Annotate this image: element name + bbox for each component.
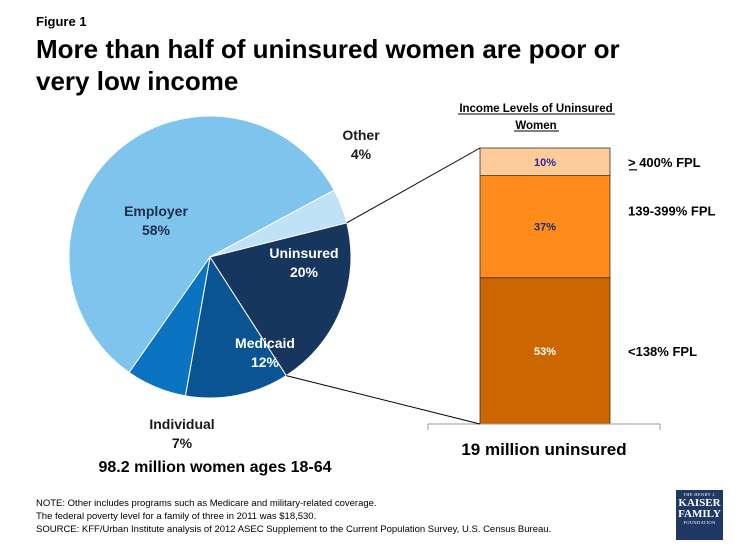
chart-title: More than half of uninsured women are po… xyxy=(36,34,620,96)
pie-value-other: 4% xyxy=(351,146,372,162)
pie-label-other: Other xyxy=(342,127,380,143)
bar-category-139-399-fpl: 139-399% FPL xyxy=(628,204,715,219)
pie-value-employer: 58% xyxy=(142,222,171,238)
pie-slice-uninsured xyxy=(209,222,352,377)
connector-line-bottom xyxy=(286,375,481,425)
bar-caption: 19 million uninsured xyxy=(461,440,626,459)
note-other: NOTE: Other includes programs such as Me… xyxy=(36,498,377,509)
pie-slice-individual xyxy=(128,256,211,397)
pie-slice-employer xyxy=(68,115,335,374)
bar-segment-400-fpl xyxy=(479,147,611,177)
pie-label-medicaid: Medicaid xyxy=(235,335,295,351)
kff-logo: THE HENRY J. KAISER FAMILY FOUNDATION xyxy=(676,490,723,540)
pie-label-uninsured: Uninsured xyxy=(269,245,338,261)
pie-value-uninsured: 20% xyxy=(290,264,319,280)
pie-caption: 98.2 million women ages 18-64 xyxy=(99,459,332,476)
pie-value-medicaid: 12% xyxy=(251,354,280,370)
bar-category-400-fpl: > 400% FPL xyxy=(628,155,701,170)
bar-value-138-fpl: 53% xyxy=(534,346,556,358)
pie-label-individual: Individual xyxy=(149,416,214,432)
bar-title-line-1: Income Levels of Uninsured xyxy=(459,103,612,115)
note-fpl: The federal poverty level for a family o… xyxy=(36,511,317,522)
pie-value-individual: 7% xyxy=(172,435,193,451)
bar-value-400-fpl: 10% xyxy=(534,157,556,169)
bar-segment-139-399-fpl xyxy=(479,175,611,279)
note-source: SOURCE: KFF/Urban Institute analysis of … xyxy=(36,524,552,535)
connector-line-top xyxy=(346,147,481,224)
bar-category-138-fpl: <138% FPL xyxy=(628,344,697,359)
pie-slice-medicaid xyxy=(184,255,287,399)
bar-title-line-2: Women xyxy=(515,120,556,132)
bar-value-139-399-fpl: 37% xyxy=(534,222,556,234)
figure-label: Figure 1 xyxy=(36,14,87,29)
pie-label-employer: Employer xyxy=(124,203,188,219)
notes: NOTE: Other includes programs such as Me… xyxy=(36,497,551,536)
